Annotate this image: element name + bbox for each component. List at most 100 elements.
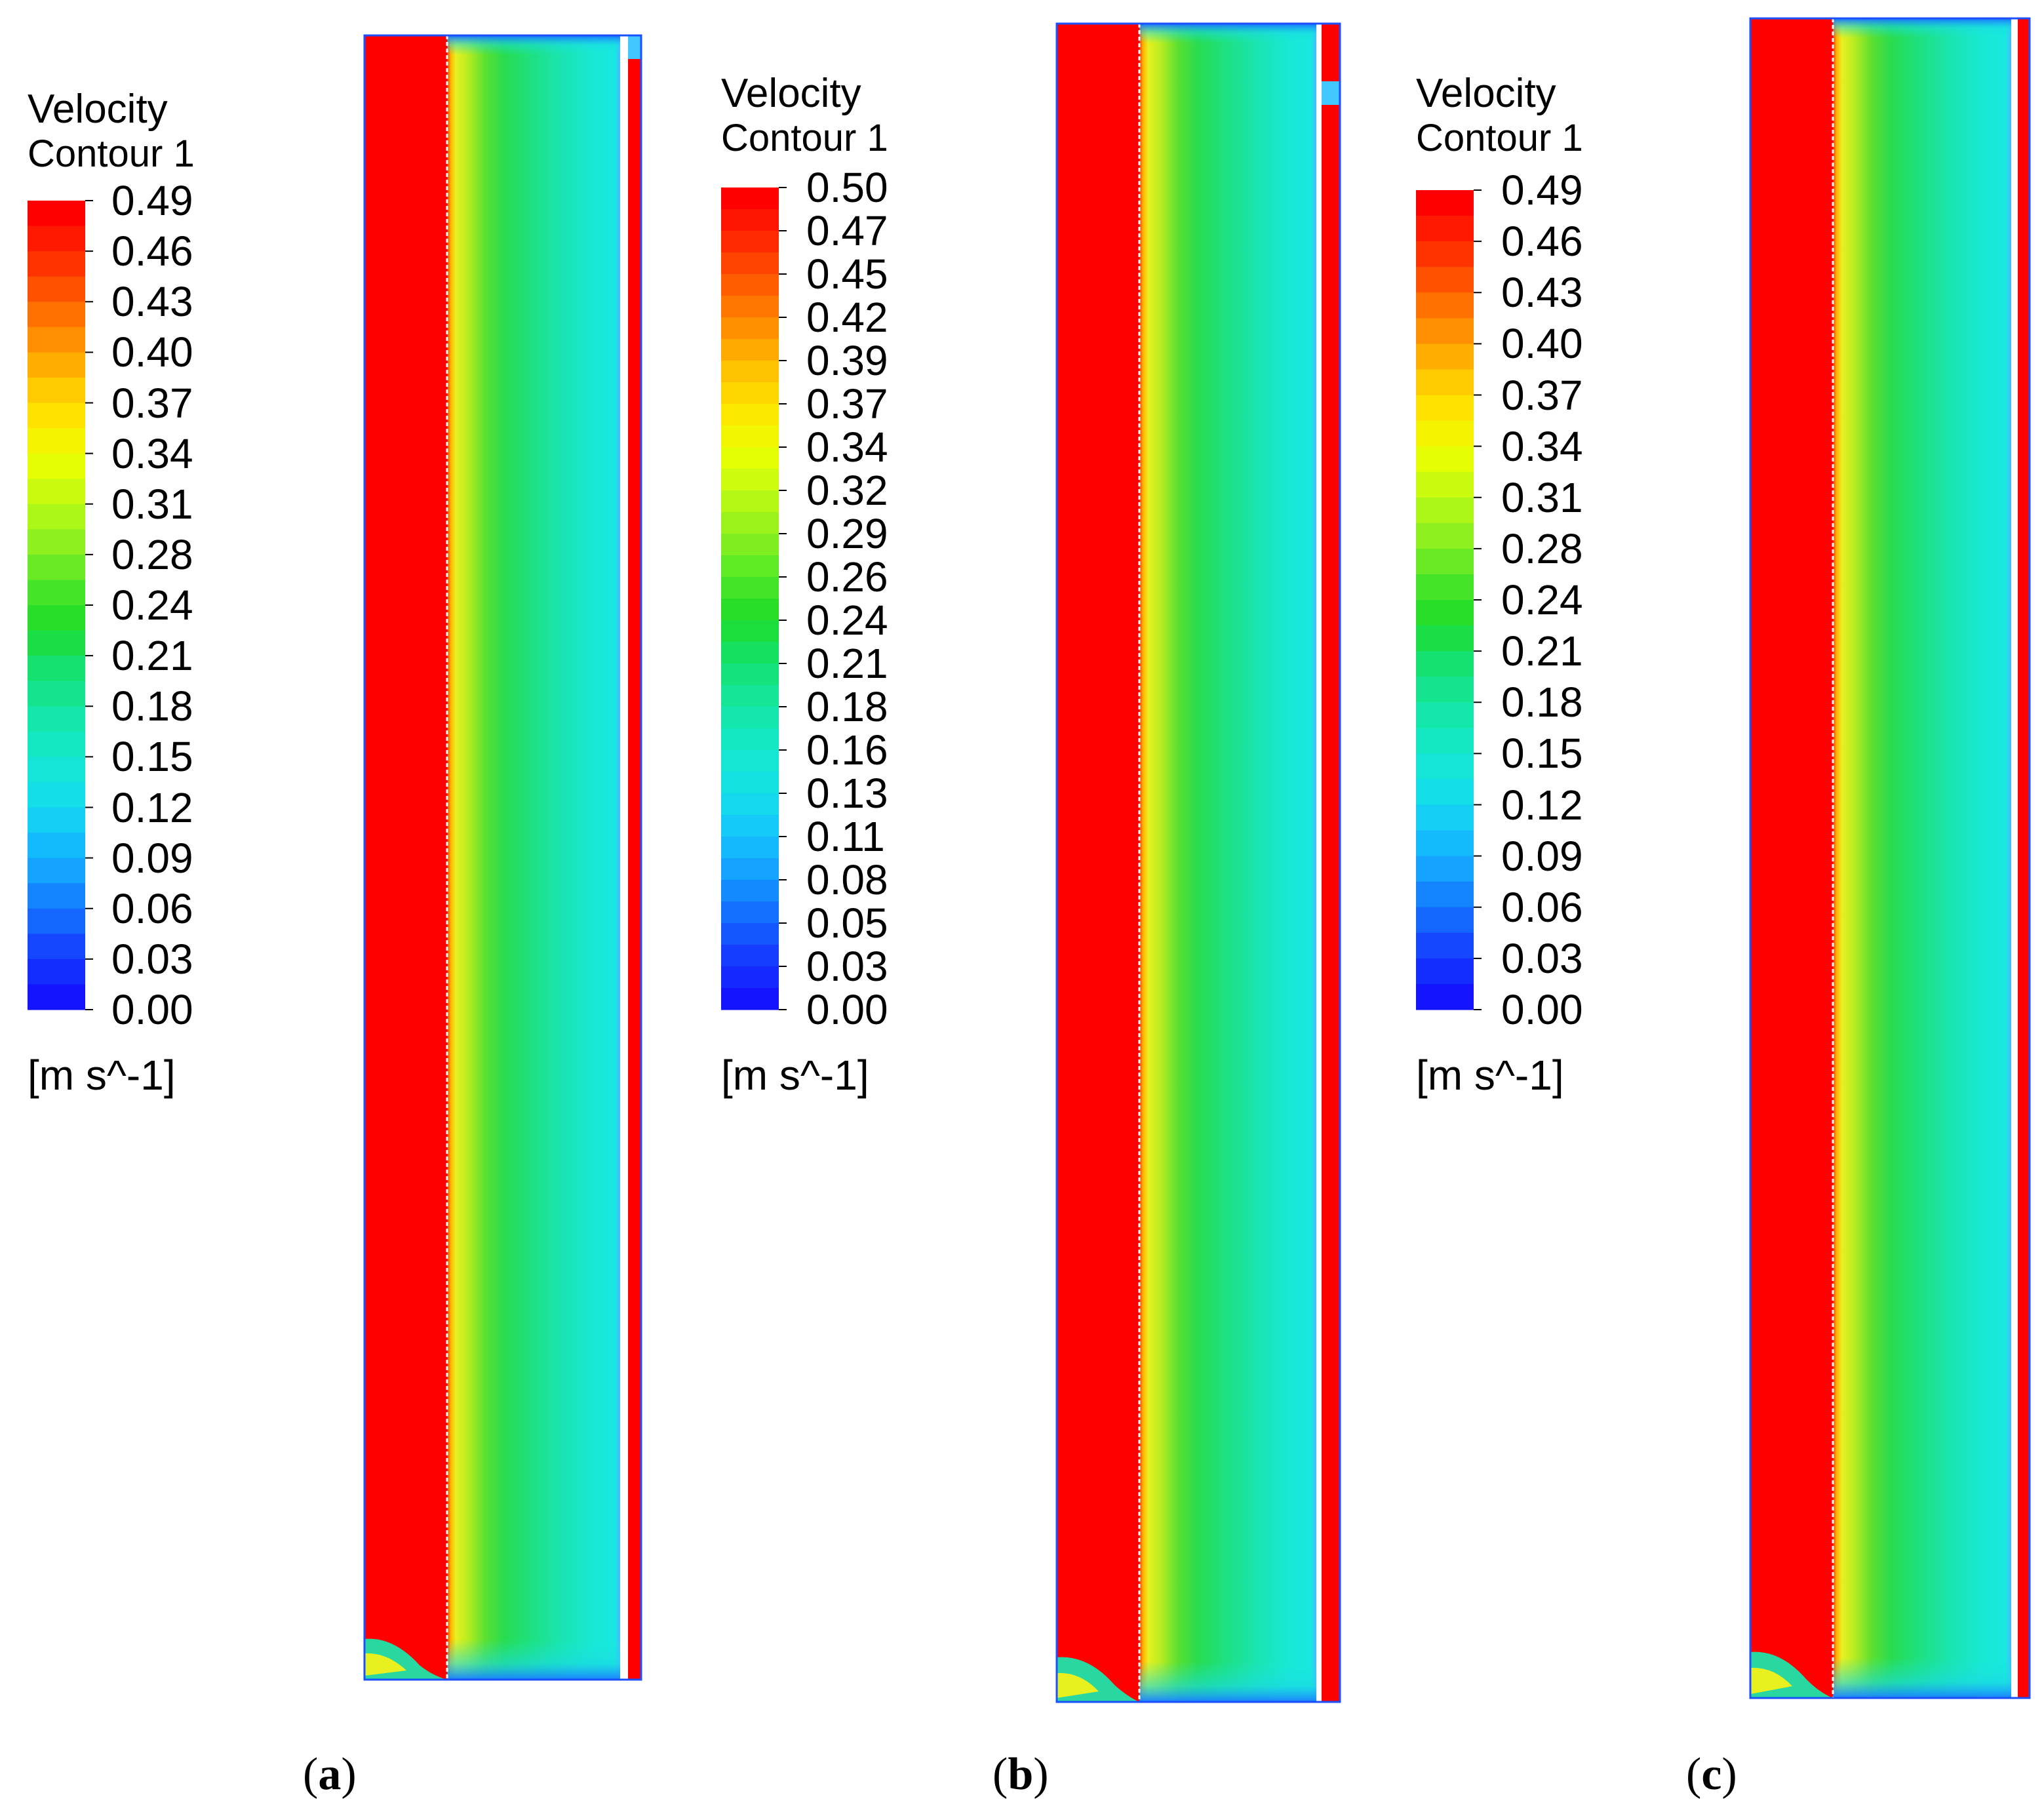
colorbar-band <box>1416 395 1474 422</box>
panel-caption-c: (c) <box>1686 1752 1737 1798</box>
colorbar-tick-label: 0.24 <box>806 597 888 644</box>
colorbar-band <box>721 858 779 880</box>
colorbar-band <box>1416 753 1474 780</box>
colorbar-tick-label: 0.43 <box>1501 269 1583 317</box>
colorbar-tick-label: 0.12 <box>111 783 193 831</box>
colorbar-band <box>1416 881 1474 908</box>
colorbar-tick-label: 0.21 <box>111 632 193 680</box>
colorbar-band <box>1416 907 1474 934</box>
colorbar-band <box>28 580 85 606</box>
colorbar-band <box>28 934 85 960</box>
top-wall-layer <box>1833 18 2011 38</box>
colorbar-tick-label: 0.37 <box>111 379 193 427</box>
colorbar-tick-label: 0.00 <box>111 986 193 1033</box>
colorbar-band <box>1416 523 1474 549</box>
colorbar-band <box>28 503 85 530</box>
colorbar-band <box>28 958 85 985</box>
colorbar-tick-label: 0.18 <box>1501 679 1583 726</box>
outlet-strip-notch <box>1322 81 1340 105</box>
colorbar-band <box>721 620 779 642</box>
colorbar-band <box>1416 344 1474 370</box>
colorbar-tick-label: 0.46 <box>1501 218 1583 266</box>
colorbar-band <box>28 858 85 884</box>
colorbar-band <box>1416 267 1474 293</box>
colorbar-band <box>28 352 85 378</box>
colorbar-band <box>28 201 85 227</box>
inlet-region <box>1057 24 1139 1702</box>
top-wall-layer <box>447 35 620 55</box>
contour-panel-b <box>1055 22 1341 1703</box>
colorbar-band <box>721 209 779 231</box>
inlet-region <box>364 35 447 1680</box>
colorbar-band <box>28 529 85 555</box>
colorbar-c <box>1416 189 1482 1010</box>
colorbar-band <box>721 750 779 772</box>
colorbar-band <box>1416 728 1474 754</box>
colorbar-band <box>721 339 779 361</box>
colorbar-band <box>28 326 85 353</box>
legend-subtitle: Contour 1 <box>1416 117 1583 159</box>
colorbar-band <box>721 880 779 902</box>
outlet-strip-top <box>628 35 641 59</box>
caption-letter: b <box>1008 1749 1034 1800</box>
colorbar-band <box>721 923 779 945</box>
colorbar-tick-label: 0.26 <box>806 553 888 601</box>
colorbar-band <box>1416 318 1474 344</box>
inlet-corner-vortex-core <box>1750 1667 1792 1694</box>
colorbar-band <box>721 642 779 664</box>
inlet-corner-vortex-core <box>1057 1672 1099 1698</box>
colorbar-tick-label: 0.34 <box>111 429 193 477</box>
colorbar-tick-label: 0.29 <box>806 510 888 557</box>
colorbar-tick-label: 0.42 <box>806 294 888 341</box>
colorbar-band <box>721 231 779 253</box>
caption-close-paren: ) <box>1033 1749 1049 1800</box>
colorbar-band <box>1416 216 1474 242</box>
colorbar-band <box>28 731 85 757</box>
colorbar-band <box>1416 856 1474 882</box>
inlet-region <box>1750 18 1833 1698</box>
colorbar-tick-label: 0.18 <box>806 683 888 730</box>
colorbar-tick-label: 0.40 <box>1501 320 1583 368</box>
colorbar-tick-label: 0.00 <box>806 986 888 1033</box>
caption-letter: a <box>318 1749 342 1800</box>
colorbar-band <box>28 302 85 328</box>
colorbar-band <box>28 479 85 505</box>
colorbar-tick-label: 0.03 <box>111 935 193 983</box>
colorbar-tick-label: 0.37 <box>806 380 888 427</box>
annular-gap-field <box>447 35 620 1680</box>
colorbar-tick-label: 0.06 <box>1501 883 1583 931</box>
legend-subtitle: Contour 1 <box>28 132 195 175</box>
legend-title: Velocity <box>1416 71 1556 116</box>
caption-open-paren: ( <box>1686 1749 1702 1800</box>
colorbar-tick-label: 0.45 <box>806 250 888 298</box>
colorbar-band <box>28 833 85 859</box>
colorbar-band <box>28 706 85 732</box>
colorbar-band <box>721 188 779 210</box>
colorbar-band <box>721 663 779 686</box>
caption-close-paren: ) <box>341 1749 357 1800</box>
colorbar-tick-label: 0.08 <box>806 856 888 903</box>
colorbar-a <box>28 200 93 1010</box>
top-wall-layer <box>1139 24 1316 43</box>
bottom-wall-layer <box>447 1639 620 1680</box>
inlet-corner-vortex-core <box>364 1653 406 1676</box>
colorbar-band <box>28 403 85 429</box>
colorbar-tick-label: 0.18 <box>111 682 193 730</box>
colorbar-band <box>721 728 779 751</box>
colorbar-band <box>721 901 779 924</box>
colorbar-tick-label: 0.24 <box>1501 576 1583 623</box>
contour-panel-c <box>1749 17 2031 1699</box>
colorbar-band <box>1416 420 1474 447</box>
outlet-strip <box>1322 24 1340 1702</box>
colorbar-band <box>721 685 779 707</box>
colorbar-band <box>1416 830 1474 857</box>
colorbar-band <box>1416 702 1474 728</box>
colorbar-band <box>28 781 85 808</box>
colorbar-tick-label: 0.34 <box>806 424 888 471</box>
annular-gap-field <box>1833 18 2011 1698</box>
colorbar-band <box>1416 600 1474 626</box>
colorbar-band <box>28 276 85 302</box>
colorbar-band <box>1416 574 1474 601</box>
colorbar-band <box>1416 779 1474 806</box>
colorbar-band <box>28 656 85 682</box>
